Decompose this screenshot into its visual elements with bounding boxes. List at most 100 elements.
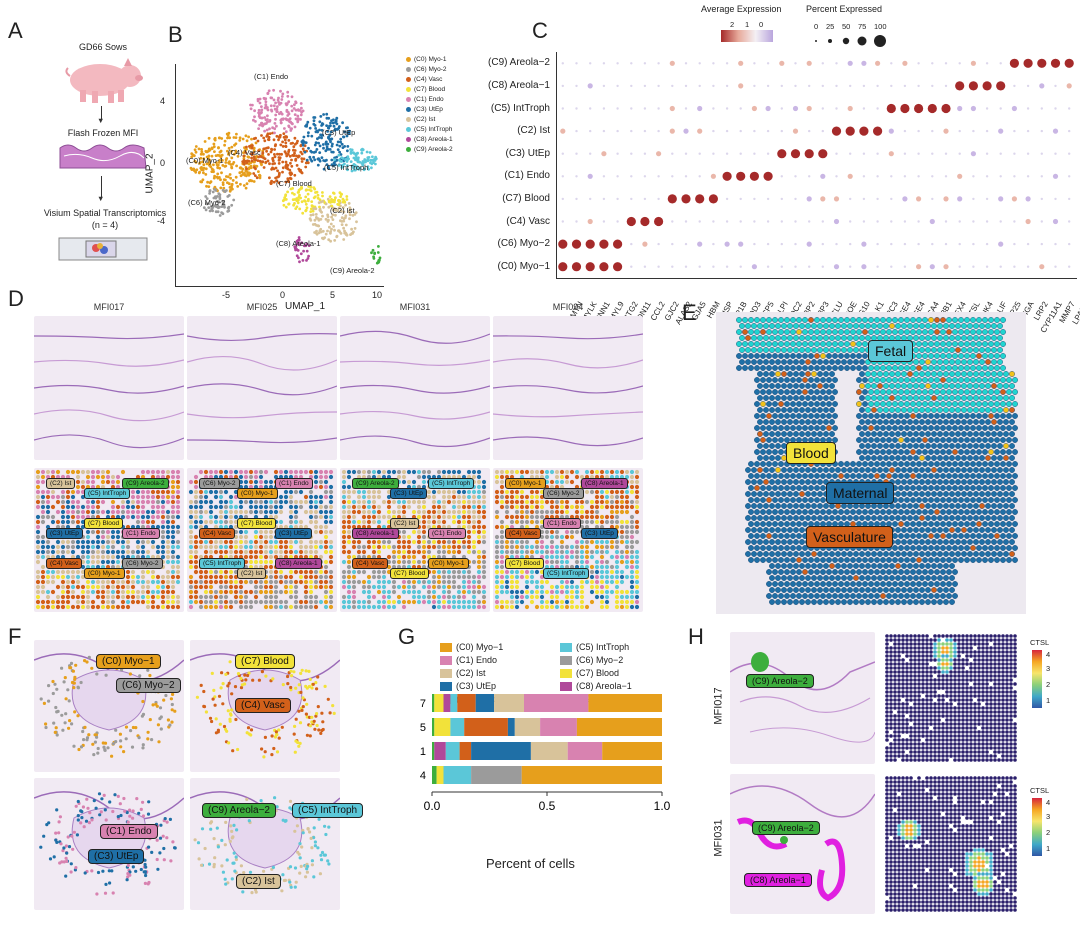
e-spot — [799, 323, 805, 329]
dotplot-dot — [861, 264, 867, 270]
spot — [145, 599, 151, 605]
spot — [313, 514, 319, 520]
spot — [293, 579, 299, 585]
spot — [466, 494, 472, 500]
umap-point — [300, 241, 304, 245]
dotplot-dot — [712, 84, 715, 88]
spot — [564, 534, 570, 540]
umap-point — [329, 222, 333, 226]
spot — [436, 594, 442, 600]
spot — [288, 574, 294, 580]
dotplot-dot — [808, 265, 811, 268]
spot — [481, 504, 487, 510]
umap-point — [281, 170, 284, 174]
spot — [263, 544, 269, 550]
spot — [145, 494, 151, 500]
spot — [243, 509, 249, 515]
spot — [175, 529, 181, 535]
spot — [258, 534, 264, 540]
spot — [303, 499, 309, 505]
umap-point — [284, 194, 287, 198]
spot — [371, 509, 377, 515]
e-spot — [937, 323, 943, 329]
spot — [263, 529, 269, 535]
spot — [278, 494, 284, 500]
spot — [351, 599, 357, 605]
spot — [341, 484, 347, 490]
spot — [155, 604, 161, 610]
spot — [436, 569, 442, 575]
umap-point — [363, 158, 367, 161]
dotplot-dot — [753, 62, 756, 65]
spot — [401, 469, 407, 475]
umap-point — [238, 136, 242, 140]
spot — [619, 574, 625, 580]
he-fold — [186, 437, 338, 444]
spot — [160, 589, 166, 595]
dotplot-dot — [806, 60, 812, 66]
spot — [228, 604, 234, 610]
spot — [494, 584, 500, 590]
legend-swatch — [406, 126, 411, 132]
spot — [376, 569, 382, 575]
spot — [130, 594, 136, 600]
spot — [466, 574, 472, 580]
spot — [599, 514, 605, 520]
he-fold — [492, 358, 644, 369]
umap-point — [334, 196, 337, 200]
spot — [456, 544, 462, 550]
umap-point — [309, 218, 313, 222]
spot — [619, 534, 625, 540]
spot — [416, 504, 422, 510]
spot — [160, 519, 166, 525]
e-spot — [754, 353, 760, 359]
e-spot — [775, 335, 781, 341]
spot — [268, 504, 274, 510]
umap-point — [298, 207, 302, 211]
dotplot-dot — [931, 152, 934, 155]
spot — [574, 544, 580, 550]
spot — [614, 514, 620, 520]
spot — [341, 504, 347, 510]
umap-point — [216, 210, 220, 214]
e-spot — [982, 329, 988, 335]
umap-point — [300, 106, 303, 110]
e-spot — [925, 335, 931, 341]
dotplot-dot — [561, 84, 564, 88]
spot — [75, 514, 81, 520]
e-spot — [958, 341, 964, 347]
spot — [476, 504, 482, 510]
umap-point — [301, 109, 305, 113]
spot — [238, 534, 244, 540]
dotplot-dot — [725, 107, 729, 110]
spot — [188, 499, 194, 505]
umap-point — [371, 248, 375, 252]
spot — [366, 584, 372, 590]
umap-point — [250, 159, 254, 163]
spot — [634, 599, 640, 605]
umap-point — [247, 162, 251, 166]
spot — [499, 584, 505, 590]
spot — [549, 469, 555, 475]
dotplot-dot — [876, 84, 879, 88]
e-spot — [967, 347, 973, 353]
spot — [60, 574, 66, 580]
dotplot-dot — [669, 128, 675, 134]
spot — [95, 499, 101, 505]
spot — [599, 544, 605, 550]
spot — [85, 599, 91, 605]
e-spot — [859, 347, 865, 353]
spot — [436, 509, 442, 515]
spot — [524, 549, 530, 555]
spot — [609, 504, 615, 510]
legend-text: (C4) Vasc — [414, 76, 443, 83]
dotplot-dot — [794, 242, 797, 246]
e-spot — [817, 335, 823, 341]
spot — [175, 484, 181, 490]
spot — [293, 594, 299, 600]
umap-point — [260, 163, 263, 167]
spot — [386, 594, 392, 600]
e-spot — [979, 347, 985, 353]
e-spot — [997, 335, 1003, 341]
spot — [539, 544, 545, 550]
